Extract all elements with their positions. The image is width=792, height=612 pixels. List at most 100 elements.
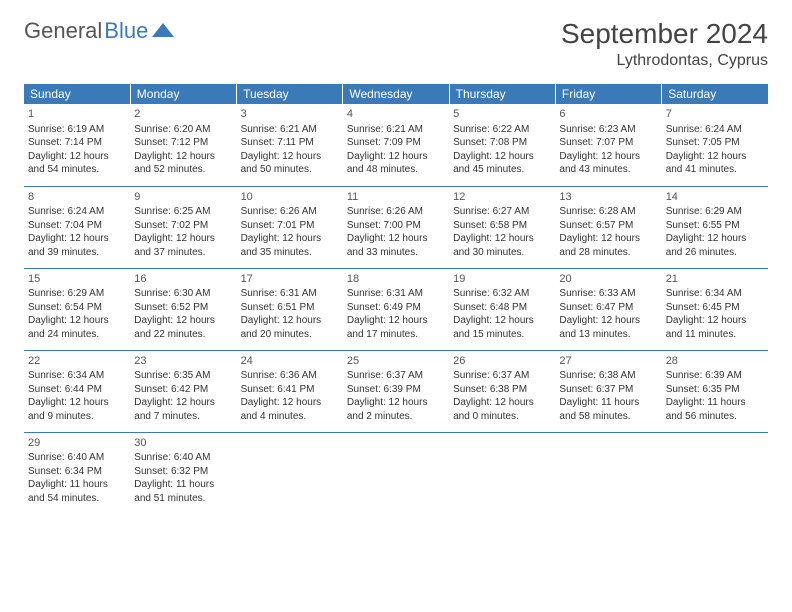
- calendar-cell: 25Sunrise: 6:37 AMSunset: 6:39 PMDayligh…: [343, 350, 449, 432]
- sunrise-text: Sunrise: 6:22 AM: [453, 123, 551, 137]
- sunset-text: Sunset: 6:37 PM: [559, 383, 657, 397]
- calendar-cell: 28Sunrise: 6:39 AMSunset: 6:35 PMDayligh…: [662, 350, 768, 432]
- daylight-text: Daylight: 12 hours and 9 minutes.: [28, 396, 126, 423]
- day-number: 23: [134, 354, 232, 369]
- logo-text-blue: Blue: [104, 18, 148, 44]
- daylight-text: Daylight: 12 hours and 39 minutes.: [28, 232, 126, 259]
- calendar-cell: 21Sunrise: 6:34 AMSunset: 6:45 PMDayligh…: [662, 268, 768, 350]
- day-number: 22: [28, 354, 126, 369]
- calendar-cell: 14Sunrise: 6:29 AMSunset: 6:55 PMDayligh…: [662, 186, 768, 268]
- day-number: 18: [347, 272, 445, 287]
- weekday-friday: Friday: [555, 84, 661, 104]
- day-number: 6: [559, 107, 657, 122]
- sunset-text: Sunset: 7:11 PM: [241, 136, 339, 150]
- sunset-text: Sunset: 7:09 PM: [347, 136, 445, 150]
- day-number: 8: [28, 190, 126, 205]
- sunset-text: Sunset: 6:48 PM: [453, 301, 551, 315]
- sunrise-text: Sunrise: 6:38 AM: [559, 369, 657, 383]
- sunset-text: Sunset: 6:45 PM: [666, 301, 764, 315]
- daylight-text: Daylight: 12 hours and 20 minutes.: [241, 314, 339, 341]
- day-number: 19: [453, 272, 551, 287]
- calendar-cell: 23Sunrise: 6:35 AMSunset: 6:42 PMDayligh…: [130, 350, 236, 432]
- daylight-text: Daylight: 12 hours and 37 minutes.: [134, 232, 232, 259]
- sunset-text: Sunset: 7:02 PM: [134, 219, 232, 233]
- daylight-text: Daylight: 12 hours and 30 minutes.: [453, 232, 551, 259]
- day-number: 29: [28, 436, 126, 451]
- weekday-saturday: Saturday: [662, 84, 768, 104]
- sunset-text: Sunset: 7:01 PM: [241, 219, 339, 233]
- sunrise-text: Sunrise: 6:21 AM: [241, 123, 339, 137]
- calendar-cell: 19Sunrise: 6:32 AMSunset: 6:48 PMDayligh…: [449, 268, 555, 350]
- sunrise-text: Sunrise: 6:20 AM: [134, 123, 232, 137]
- sunrise-text: Sunrise: 6:26 AM: [347, 205, 445, 219]
- weekday-sunday: Sunday: [24, 84, 130, 104]
- day-number: 25: [347, 354, 445, 369]
- calendar-cell: 26Sunrise: 6:37 AMSunset: 6:38 PMDayligh…: [449, 350, 555, 432]
- day-number: 9: [134, 190, 232, 205]
- weekday-wednesday: Wednesday: [343, 84, 449, 104]
- sunrise-text: Sunrise: 6:40 AM: [28, 451, 126, 465]
- sunset-text: Sunset: 7:08 PM: [453, 136, 551, 150]
- day-number: 30: [134, 436, 232, 451]
- weekday-tuesday: Tuesday: [237, 84, 343, 104]
- sunset-text: Sunset: 7:12 PM: [134, 136, 232, 150]
- calendar-row: 8Sunrise: 6:24 AMSunset: 7:04 PMDaylight…: [24, 186, 768, 268]
- calendar-cell: 6Sunrise: 6:23 AMSunset: 7:07 PMDaylight…: [555, 104, 661, 186]
- calendar-cell: [662, 432, 768, 514]
- calendar-row: 29Sunrise: 6:40 AMSunset: 6:34 PMDayligh…: [24, 432, 768, 514]
- day-number: 7: [666, 107, 764, 122]
- calendar-cell: 16Sunrise: 6:30 AMSunset: 6:52 PMDayligh…: [130, 268, 236, 350]
- calendar-cell: 4Sunrise: 6:21 AMSunset: 7:09 PMDaylight…: [343, 104, 449, 186]
- day-number: 12: [453, 190, 551, 205]
- weekday-header-row: Sunday Monday Tuesday Wednesday Thursday…: [24, 84, 768, 104]
- sunrise-text: Sunrise: 6:39 AM: [666, 369, 764, 383]
- sunset-text: Sunset: 6:41 PM: [241, 383, 339, 397]
- logo-text-general: General: [24, 18, 102, 44]
- sunrise-text: Sunrise: 6:35 AM: [134, 369, 232, 383]
- sunrise-text: Sunrise: 6:37 AM: [347, 369, 445, 383]
- calendar-cell: [237, 432, 343, 514]
- calendar-cell: 24Sunrise: 6:36 AMSunset: 6:41 PMDayligh…: [237, 350, 343, 432]
- day-number: 21: [666, 272, 764, 287]
- sunset-text: Sunset: 7:05 PM: [666, 136, 764, 150]
- daylight-text: Daylight: 12 hours and 15 minutes.: [453, 314, 551, 341]
- calendar-cell: 2Sunrise: 6:20 AMSunset: 7:12 PMDaylight…: [130, 104, 236, 186]
- calendar-cell: 11Sunrise: 6:26 AMSunset: 7:00 PMDayligh…: [343, 186, 449, 268]
- calendar-cell: 5Sunrise: 6:22 AMSunset: 7:08 PMDaylight…: [449, 104, 555, 186]
- daylight-text: Daylight: 12 hours and 54 minutes.: [28, 150, 126, 177]
- day-number: 5: [453, 107, 551, 122]
- calendar-cell: 1Sunrise: 6:19 AMSunset: 7:14 PMDaylight…: [24, 104, 130, 186]
- sunset-text: Sunset: 7:07 PM: [559, 136, 657, 150]
- daylight-text: Daylight: 12 hours and 11 minutes.: [666, 314, 764, 341]
- sunset-text: Sunset: 6:54 PM: [28, 301, 126, 315]
- daylight-text: Daylight: 12 hours and 4 minutes.: [241, 396, 339, 423]
- calendar-cell: 3Sunrise: 6:21 AMSunset: 7:11 PMDaylight…: [237, 104, 343, 186]
- daylight-text: Daylight: 12 hours and 43 minutes.: [559, 150, 657, 177]
- day-number: 1: [28, 107, 126, 122]
- daylight-text: Daylight: 12 hours and 41 minutes.: [666, 150, 764, 177]
- sunset-text: Sunset: 6:39 PM: [347, 383, 445, 397]
- calendar-cell: 13Sunrise: 6:28 AMSunset: 6:57 PMDayligh…: [555, 186, 661, 268]
- logo: GeneralBlue: [24, 18, 174, 44]
- sunrise-text: Sunrise: 6:24 AM: [28, 205, 126, 219]
- calendar-cell: [555, 432, 661, 514]
- calendar-cell: 22Sunrise: 6:34 AMSunset: 6:44 PMDayligh…: [24, 350, 130, 432]
- calendar-body: 1Sunrise: 6:19 AMSunset: 7:14 PMDaylight…: [24, 104, 768, 514]
- sunset-text: Sunset: 6:57 PM: [559, 219, 657, 233]
- daylight-text: Daylight: 12 hours and 22 minutes.: [134, 314, 232, 341]
- day-number: 4: [347, 107, 445, 122]
- sunset-text: Sunset: 6:34 PM: [28, 465, 126, 479]
- header: GeneralBlue September 2024 Lythrodontas,…: [24, 18, 768, 70]
- sunrise-text: Sunrise: 6:23 AM: [559, 123, 657, 137]
- sunset-text: Sunset: 6:32 PM: [134, 465, 232, 479]
- day-number: 11: [347, 190, 445, 205]
- calendar-cell: [343, 432, 449, 514]
- daylight-text: Daylight: 11 hours and 54 minutes.: [28, 478, 126, 505]
- sunset-text: Sunset: 6:58 PM: [453, 219, 551, 233]
- sunrise-text: Sunrise: 6:40 AM: [134, 451, 232, 465]
- sunrise-text: Sunrise: 6:30 AM: [134, 287, 232, 301]
- day-number: 27: [559, 354, 657, 369]
- sunrise-text: Sunrise: 6:34 AM: [666, 287, 764, 301]
- sunset-text: Sunset: 6:47 PM: [559, 301, 657, 315]
- sunrise-text: Sunrise: 6:29 AM: [28, 287, 126, 301]
